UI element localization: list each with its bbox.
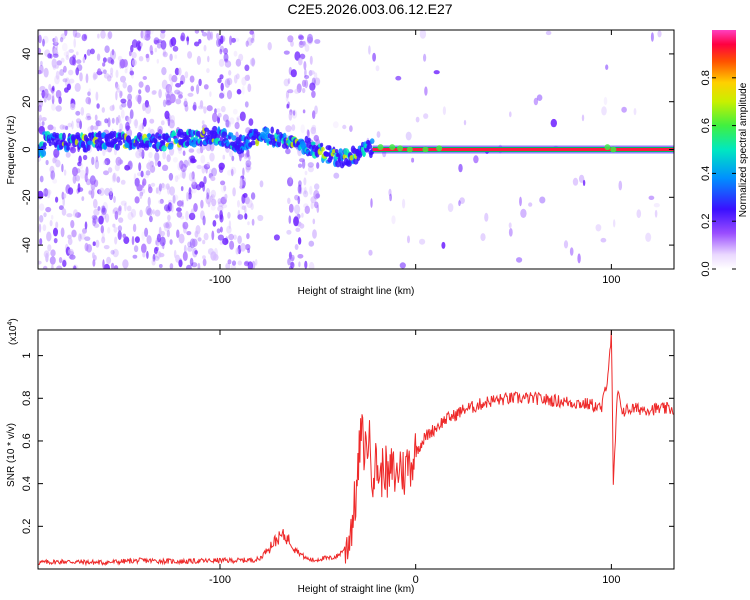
y-tick-label: 20 bbox=[21, 96, 33, 108]
spectrogram-ridge bbox=[38, 125, 674, 169]
spectrogram-image bbox=[38, 30, 674, 269]
snr-y-axis-label: SNR (10 * v/v) bbox=[6, 423, 17, 487]
colorbar-tick-label: 0.8 bbox=[700, 70, 712, 85]
y-tick-label: 0 bbox=[21, 146, 33, 152]
colorbar-label: Normalized spectral amplitude bbox=[738, 82, 749, 217]
snr-exponent-label: (x104) bbox=[7, 318, 19, 345]
y-tick-label: 0.8 bbox=[21, 391, 33, 406]
y-tick-label: 0.2 bbox=[21, 519, 33, 534]
x-tick-label: -100 bbox=[209, 274, 231, 286]
x-tick-label: 100 bbox=[602, 274, 620, 286]
snr-x-ticks: -100 0 100 bbox=[209, 330, 621, 586]
spectrogram-y-axis-label: Frequency (Hz) bbox=[6, 116, 17, 185]
snr-y-ticks: 0.2 0.4 0.6 0.8 1 bbox=[21, 353, 674, 534]
spectrogram-panel: -100 100 -40 -20 0 20 40 Height of straight l… bbox=[6, 29, 675, 297]
y-tick-label: 0.6 bbox=[21, 433, 33, 448]
snr-series-line bbox=[38, 330, 674, 567]
y-tick-label: -40 bbox=[21, 237, 33, 253]
colorbar-ticks: 0.0 0.2 0.4 0.6 0.8 bbox=[700, 70, 736, 277]
snr-panel: -100 0 100 0.2 0.4 0.6 0.8 1 Height of straigh… bbox=[6, 318, 675, 595]
snr-x-axis-label: Height of straight line (km) bbox=[298, 584, 415, 595]
colorbar-tick-label: 0.4 bbox=[700, 166, 712, 181]
colorbar: 0.0 0.2 0.4 0.6 0.8 Normalized spectral ampl… bbox=[700, 30, 749, 277]
x-tick-label: 0 bbox=[413, 574, 419, 586]
snr-frame bbox=[37, 329, 675, 570]
y-tick-label: -20 bbox=[21, 189, 33, 205]
x-tick-label: -100 bbox=[209, 574, 231, 586]
spectrogram-y-ticks: -40 -20 0 20 40 bbox=[21, 48, 674, 253]
y-tick-label: 1 bbox=[21, 353, 33, 359]
colorbar-tick-label: 0.0 bbox=[700, 261, 712, 276]
y-tick-label: 0.4 bbox=[21, 476, 33, 491]
x-tick-label: 100 bbox=[602, 574, 620, 586]
figure-title: C2E5.2026.003.06.12.E27 bbox=[287, 1, 452, 17]
colorbar-gradient bbox=[712, 30, 736, 269]
y-tick-label: 40 bbox=[21, 48, 33, 60]
colorbar-tick-label: 0.2 bbox=[700, 214, 712, 229]
spectrogram-x-axis-label: Height of straight line (km) bbox=[298, 286, 415, 297]
spectrogram-x-ticks: -100 100 bbox=[209, 30, 621, 286]
colorbar-tick-label: 0.6 bbox=[700, 118, 712, 133]
